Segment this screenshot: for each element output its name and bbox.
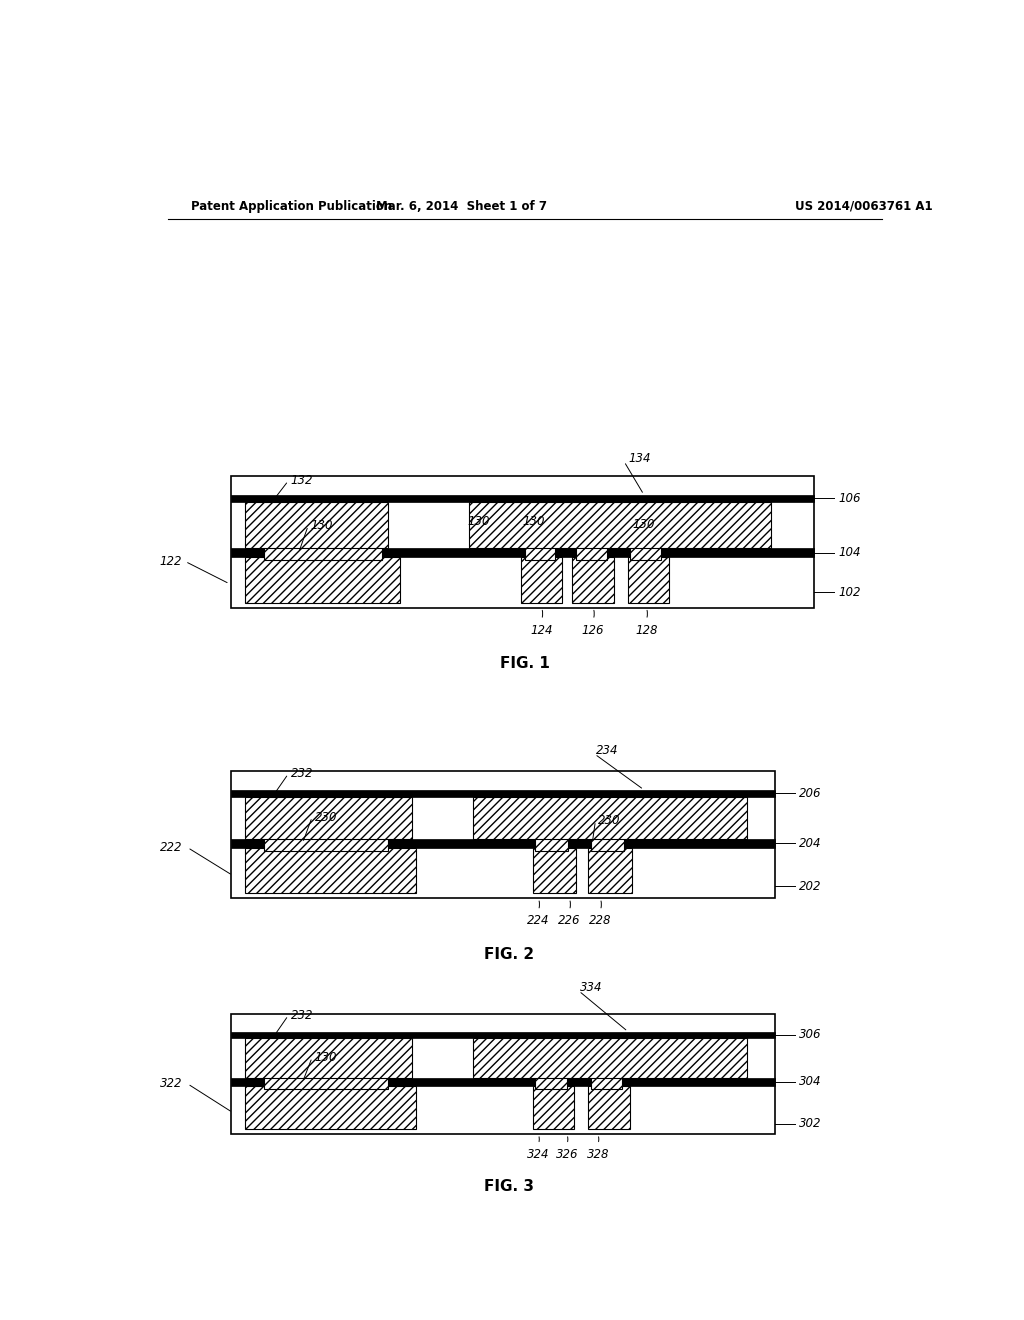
Text: Mar. 6, 2014  Sheet 1 of 7: Mar. 6, 2014 Sheet 1 of 7 [376,199,547,213]
Text: 226: 226 [558,915,581,927]
Bar [264,545,382,561]
Text: 132: 132 [291,474,313,487]
Text: 326: 326 [556,1148,579,1162]
Bar [246,847,416,894]
Text: 124: 124 [530,623,553,636]
Text: 130: 130 [314,1051,337,1064]
Text: 134: 134 [628,451,650,465]
Bar [536,1074,567,1089]
Text: 202: 202 [799,879,821,892]
Text: 128: 128 [635,623,657,636]
Bar [246,557,400,602]
Text: 230: 230 [598,814,621,828]
Text: 130: 130 [522,515,545,528]
Text: 104: 104 [839,546,861,560]
Bar [231,771,775,899]
Bar [532,847,577,894]
Text: 232: 232 [291,1008,313,1022]
Text: 230: 230 [314,810,337,824]
Text: 106: 106 [839,492,861,504]
Text: 206: 206 [799,787,821,800]
Bar [536,836,568,850]
Text: 304: 304 [799,1076,821,1089]
Bar [577,545,606,561]
Bar [469,502,771,548]
Text: 324: 324 [527,1148,550,1162]
Text: 130: 130 [310,519,333,532]
Text: 222: 222 [160,841,182,854]
Bar [473,797,748,838]
Text: FIG. 1: FIG. 1 [500,656,550,671]
Bar [473,1039,748,1077]
Text: FIG. 2: FIG. 2 [484,946,534,962]
Bar [231,495,814,502]
Bar [231,838,775,847]
Text: 130: 130 [468,515,490,528]
Text: Patent Application Publication: Patent Application Publication [191,199,393,213]
Text: 130: 130 [632,517,654,531]
Bar [588,1086,630,1129]
Text: 232: 232 [291,767,313,780]
Text: FIG. 3: FIG. 3 [484,1180,534,1195]
Bar [246,1039,412,1077]
Bar [246,1086,416,1129]
Text: 122: 122 [160,554,182,568]
Text: 322: 322 [160,1077,182,1090]
Bar [264,836,387,850]
Bar [572,557,613,602]
Bar [591,1074,623,1089]
Text: 228: 228 [589,915,611,927]
Bar [231,789,775,797]
Text: 302: 302 [799,1118,821,1130]
Text: 204: 204 [799,837,821,850]
Bar [231,1077,775,1086]
Text: 234: 234 [596,744,618,758]
Bar [231,1032,775,1039]
Bar [532,1086,574,1129]
Bar [264,1074,387,1089]
Bar [231,1014,775,1134]
Bar [231,548,814,557]
Text: 334: 334 [581,981,603,994]
Text: 102: 102 [839,586,861,599]
Bar [246,797,412,838]
Bar [524,545,555,561]
Bar [246,502,388,548]
Bar [588,847,632,894]
Bar [521,557,562,602]
Text: 328: 328 [587,1148,609,1162]
Text: 126: 126 [582,623,604,636]
Text: 224: 224 [527,915,550,927]
Bar [591,836,624,850]
Bar [631,545,660,561]
Bar [628,557,670,602]
Text: US 2014/0063761 A1: US 2014/0063761 A1 [795,199,932,213]
Bar [231,475,814,607]
Text: 306: 306 [799,1028,821,1041]
